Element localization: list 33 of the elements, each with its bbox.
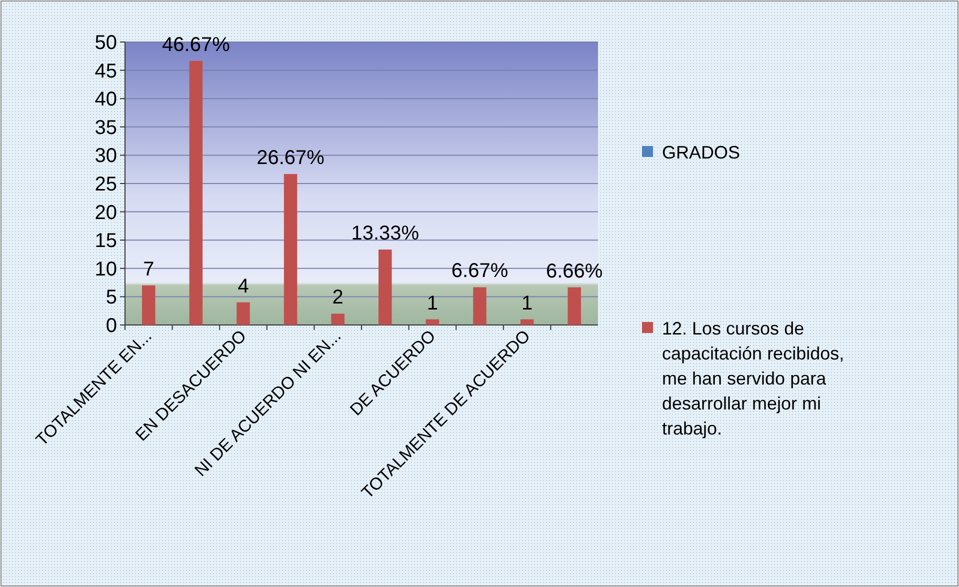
bar [568,287,581,325]
y-tick-label: 35 [94,116,117,139]
bar [378,250,392,325]
data-label: 1 [426,292,438,314]
y-tick-label: 45 [94,60,117,82]
data-label: 13.33% [351,222,420,245]
y-tick-label: 20 [94,202,117,224]
y-tick-label: 25 [94,174,117,196]
bar [520,319,534,325]
y-tick-label: 30 [94,145,117,168]
y-tick-label: 0 [106,315,117,337]
bar [284,174,298,325]
data-label: 1 [521,292,533,314]
legend-label: GRADOS [662,142,740,162]
data-label: 6.67% [451,260,508,282]
bar [331,314,344,325]
y-tick-label: 10 [94,258,117,280]
bar [142,285,156,325]
legend-label: 12. Los cursos de capacitación recibidos, me han servido para desarrollar mejor mi trabajo. [662,318,844,438]
y-tick-label: 5 [106,286,117,309]
y-tick-label: 40 [94,88,117,111]
data-label: 6.66% [546,260,603,282]
bar [189,60,203,325]
data-label: 2 [332,286,344,309]
y-tick-label: 15 [94,230,117,252]
data-label: 26.67% [256,147,325,170]
bar [426,319,440,325]
data-label: 4 [238,275,249,298]
data-label: 7 [143,258,154,280]
bar [473,287,486,325]
y-tick-label: 50 [94,32,117,54]
bar [236,302,250,325]
data-label: 46.67% [162,34,230,56]
